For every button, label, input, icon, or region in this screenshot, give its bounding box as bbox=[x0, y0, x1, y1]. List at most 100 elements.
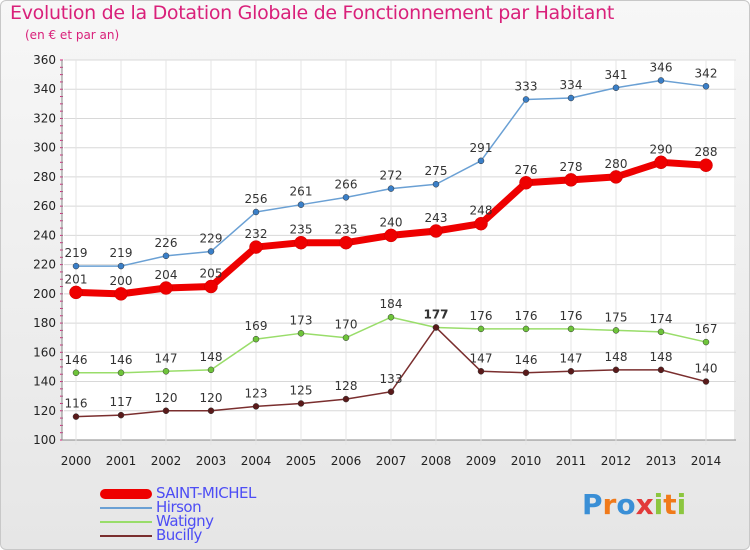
data-point-saint-michel bbox=[429, 224, 443, 238]
data-label-bucilly: 148 bbox=[605, 350, 628, 364]
x-tick-label: 2005 bbox=[286, 454, 317, 468]
x-tick-label: 2014 bbox=[691, 454, 722, 468]
data-point-watigny bbox=[522, 325, 530, 333]
x-tick-label: 2006 bbox=[331, 454, 362, 468]
chart-title: Evolution de la Dotation Globale de Fonc… bbox=[10, 2, 615, 24]
data-label-bucilly: 116 bbox=[65, 397, 88, 411]
data-point-bucilly bbox=[297, 400, 305, 407]
logo-letter: P bbox=[582, 488, 603, 521]
data-point-watigny bbox=[207, 366, 215, 374]
data-label-saint-michel: 276 bbox=[515, 163, 538, 177]
data-point-watigny bbox=[297, 330, 305, 337]
data-label-hirson: 229 bbox=[200, 231, 223, 245]
data-point-watigny bbox=[252, 335, 260, 343]
data-label-hirson: 272 bbox=[380, 169, 403, 183]
data-label-bucilly: 128 bbox=[335, 379, 358, 393]
data-label-hirson: 219 bbox=[65, 246, 88, 260]
data-point-saint-michel bbox=[204, 279, 218, 294]
data-label-watigny: 175 bbox=[605, 310, 628, 324]
data-label-bucilly: 133 bbox=[380, 372, 403, 386]
data-label-watigny: 176 bbox=[515, 309, 538, 323]
data-point-hirson bbox=[477, 157, 485, 165]
data-point-watigny bbox=[567, 325, 575, 333]
y-tick-label: 200 bbox=[33, 287, 56, 301]
data-point-hirson bbox=[342, 194, 350, 201]
data-label-saint-michel: 204 bbox=[155, 268, 178, 282]
data-point-watigny bbox=[162, 368, 170, 375]
data-point-bucilly bbox=[567, 368, 575, 375]
data-label-bucilly: 177 bbox=[423, 307, 448, 321]
y-tick-label: 120 bbox=[33, 404, 56, 418]
data-point-hirson bbox=[567, 94, 575, 102]
x-tick-label: 2009 bbox=[466, 454, 497, 468]
data-point-hirson bbox=[522, 96, 530, 103]
data-label-hirson: 266 bbox=[335, 177, 358, 191]
data-point-saint-michel bbox=[654, 155, 668, 170]
data-label-saint-michel: 232 bbox=[245, 227, 268, 241]
data-label-saint-michel: 280 bbox=[605, 157, 628, 171]
data-label-hirson: 333 bbox=[515, 79, 538, 93]
x-tick-label: 2010 bbox=[511, 454, 542, 468]
data-point-saint-michel bbox=[609, 170, 623, 184]
data-point-watigny bbox=[702, 338, 710, 346]
data-point-watigny bbox=[657, 328, 665, 336]
data-point-saint-michel bbox=[474, 216, 488, 231]
plot-area bbox=[62, 60, 734, 440]
data-label-hirson: 291 bbox=[470, 141, 493, 155]
data-point-hirson bbox=[612, 84, 620, 92]
data-label-bucilly: 117 bbox=[110, 395, 133, 409]
x-tick-label: 2011 bbox=[556, 454, 587, 468]
data-label-bucilly: 123 bbox=[245, 386, 268, 400]
data-point-saint-michel bbox=[384, 228, 398, 243]
data-point-hirson bbox=[387, 185, 395, 192]
x-tick-label: 2004 bbox=[241, 454, 272, 468]
data-point-bucilly bbox=[252, 403, 260, 410]
data-label-bucilly: 120 bbox=[155, 391, 178, 405]
data-label-hirson: 346 bbox=[650, 60, 673, 74]
data-point-bucilly bbox=[207, 407, 215, 415]
data-label-watigny: 176 bbox=[560, 309, 583, 323]
data-point-bucilly bbox=[432, 324, 440, 331]
legend-label-watigny: Watigny bbox=[156, 512, 214, 530]
data-point-watigny bbox=[72, 369, 80, 377]
logo-letter: r bbox=[602, 488, 617, 521]
y-tick-label: 160 bbox=[33, 345, 56, 359]
data-label-hirson: 226 bbox=[155, 236, 178, 250]
data-label-hirson: 342 bbox=[695, 66, 718, 80]
data-label-bucilly: 125 bbox=[290, 383, 313, 397]
logo-letter: x bbox=[635, 488, 654, 521]
data-label-watigny: 174 bbox=[650, 312, 673, 326]
legend-swatch-hirson bbox=[100, 507, 152, 509]
data-label-watigny: 167 bbox=[695, 322, 718, 336]
logo-letter: t bbox=[663, 488, 677, 521]
data-point-watigny bbox=[117, 369, 125, 377]
data-label-saint-michel: 235 bbox=[290, 223, 313, 237]
logo-letter: i bbox=[653, 488, 664, 521]
data-label-watigny: 177 bbox=[425, 307, 448, 321]
data-label-hirson: 334 bbox=[560, 78, 583, 92]
data-point-saint-michel bbox=[114, 287, 128, 301]
x-tick-label: 2000 bbox=[61, 454, 92, 468]
data-point-bucilly bbox=[162, 407, 170, 415]
data-point-bucilly bbox=[612, 366, 620, 374]
data-label-watigny: 146 bbox=[65, 353, 88, 367]
data-point-bucilly bbox=[522, 369, 530, 377]
data-label-saint-michel: 248 bbox=[470, 204, 493, 218]
y-tick-label: 220 bbox=[33, 258, 56, 272]
data-label-saint-michel: 205 bbox=[200, 267, 223, 281]
chart-subtitle: (en € et par an) bbox=[25, 28, 120, 42]
data-label-watigny: 176 bbox=[470, 309, 493, 323]
data-label-watigny: 146 bbox=[110, 353, 133, 367]
data-point-bucilly bbox=[657, 366, 665, 374]
x-tick-label: 2002 bbox=[151, 454, 182, 468]
data-label-saint-michel: 201 bbox=[65, 272, 88, 286]
data-label-watigny: 173 bbox=[290, 313, 313, 327]
y-tick-label: 360 bbox=[33, 53, 56, 67]
y-tick-label: 180 bbox=[33, 316, 56, 330]
data-point-hirson bbox=[207, 248, 215, 255]
data-label-saint-michel: 200 bbox=[110, 274, 133, 288]
legend-swatch-bucilly bbox=[100, 535, 152, 537]
data-point-watigny bbox=[387, 313, 395, 321]
y-tick-label: 240 bbox=[33, 228, 56, 242]
